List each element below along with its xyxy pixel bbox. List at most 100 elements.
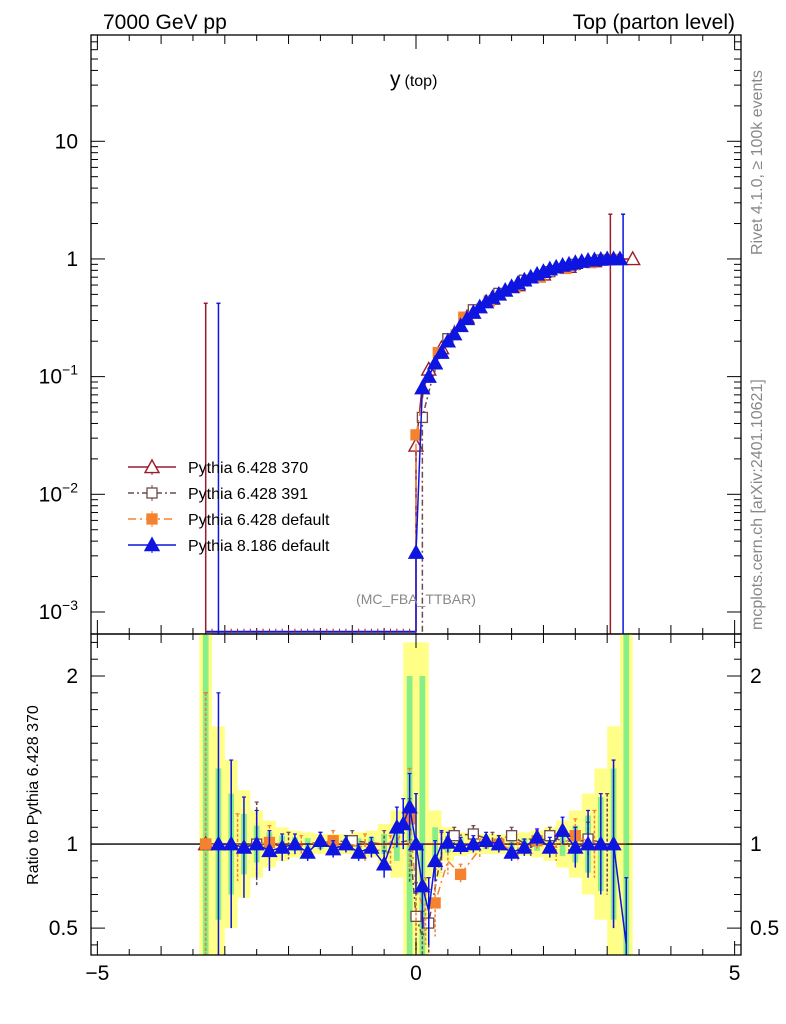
ratio-marker	[407, 835, 425, 851]
ratio-marker	[363, 838, 380, 854]
ratio-panel: 0.5 0.5 1 1 2 2 −5 0 5	[49, 633, 779, 985]
legend: Pythia 6.428 370 Pythia 6.428 391 Pythia 6…	[128, 458, 330, 555]
ratio-marker	[375, 855, 393, 871]
y-tick-base: 1	[66, 248, 78, 271]
ratio-marker	[299, 844, 316, 859]
y-tick-label: 10	[55, 130, 78, 153]
y-tick-base: 10	[39, 601, 62, 624]
mcplots-label: mcplots.cern.ch [arXiv:2401.10621]	[749, 379, 766, 630]
ratio-marker	[452, 837, 469, 853]
legend-marker	[146, 487, 158, 499]
data-marker	[416, 411, 429, 424]
x-tick-label: −5	[85, 962, 109, 985]
data-marker	[452, 317, 469, 333]
ratio-marker	[439, 833, 457, 849]
ratio-marker	[273, 838, 291, 854]
ratio-marker	[477, 832, 495, 848]
ratio-marker	[448, 830, 460, 842]
ratio-marker	[395, 815, 412, 831]
y-tick-exp: −2	[62, 479, 78, 495]
data-marker	[414, 379, 431, 395]
x-tick-label: 5	[729, 962, 741, 985]
ratio-marker	[567, 838, 584, 854]
y-tick-exp: −3	[62, 597, 78, 613]
data-marker	[446, 325, 463, 341]
ratio-marker	[312, 832, 329, 848]
ratio-marker	[248, 835, 265, 851]
y-tick-label: 10−1	[39, 362, 79, 389]
ratio-marker	[592, 835, 609, 851]
ratio-marker	[490, 835, 508, 851]
ratio-marker	[235, 838, 253, 854]
legend-label: Pythia 6.428 default	[188, 512, 330, 529]
legend-marker	[143, 536, 161, 552]
ratio-marker	[261, 842, 278, 858]
band-green	[623, 634, 630, 955]
ratio-marker	[465, 835, 482, 851]
ratio-marker	[429, 897, 441, 909]
ratio-y-tick-label-right: 0.5	[750, 917, 779, 940]
series-line	[415, 258, 617, 632]
ratio-marker	[337, 835, 355, 851]
ratio-plot-area	[91, 634, 741, 955]
legend-label: Pythia 6.428 391	[188, 486, 308, 503]
y-tick-base: 10	[55, 130, 78, 153]
plot-title: y (top)	[390, 68, 437, 91]
data-marker	[611, 250, 629, 266]
data-marker	[426, 354, 444, 370]
data-marker	[407, 544, 425, 559]
ratio-marker	[426, 852, 444, 868]
ratio-marker	[324, 840, 342, 856]
ratio-marker	[401, 798, 418, 814]
ratio-marker	[605, 835, 622, 851]
ratio-marker	[286, 835, 304, 851]
y-tick-label: 1	[66, 248, 78, 271]
plot-title-sub: (top)	[405, 73, 438, 90]
band-green	[419, 676, 426, 955]
rivet-label: Rivet 4.1.0, ≥ 100k events	[749, 70, 766, 255]
legend-label: Pythia 8.186 default	[188, 538, 330, 555]
ratio-marker	[223, 835, 240, 851]
ratio-marker	[554, 822, 571, 837]
ratio-y-tick-label-left: 1	[66, 833, 78, 856]
ratio-y-tick-label-left: 2	[66, 665, 78, 688]
y-tick-label: 10−2	[39, 479, 79, 506]
data-marker	[439, 332, 457, 348]
ratio-marker	[505, 830, 518, 842]
ratio-marker	[541, 838, 559, 854]
ratio-ylabel: Ratio to Pythia 6.428 370	[25, 705, 42, 885]
process-label: Top (parton level)	[573, 11, 735, 34]
data-marker	[624, 250, 641, 266]
ratio-marker	[454, 868, 467, 880]
legend-marker	[143, 458, 161, 474]
ratio-marker	[414, 877, 431, 893]
ratio-marker	[516, 838, 533, 854]
y-tick-base: 10	[39, 483, 62, 506]
series-line	[415, 258, 633, 632]
ratio-marker	[579, 835, 597, 851]
ratio-marker	[200, 838, 212, 850]
ratio-marker	[410, 910, 422, 922]
y-tick-label: 10−3	[39, 597, 79, 624]
legend-label: Pythia 6.428 370	[188, 460, 308, 477]
x-tick-label: 0	[410, 962, 422, 985]
ratio-y-tick-label-left: 0.5	[49, 917, 78, 940]
energy-label: 7000 GeV pp	[103, 11, 227, 34]
ratio-marker	[528, 828, 546, 844]
data-marker	[433, 344, 450, 359]
data-marker	[420, 368, 437, 383]
ratio-marker	[503, 844, 520, 859]
ratio-y-tick-label-right: 2	[750, 665, 762, 688]
ratio-marker	[350, 844, 367, 859]
analysis-label: (MC_FBA_TTBAR)	[356, 591, 476, 607]
ratio-marker	[210, 835, 227, 851]
ratio-y-tick-label-right: 1	[750, 833, 762, 856]
plot-title-main: y	[390, 68, 401, 91]
legend-marker	[146, 513, 158, 525]
series-line	[421, 258, 614, 632]
y-tick-base: 10	[39, 366, 62, 389]
y-tick-exp: −1	[62, 362, 78, 378]
data-marker	[410, 429, 422, 441]
